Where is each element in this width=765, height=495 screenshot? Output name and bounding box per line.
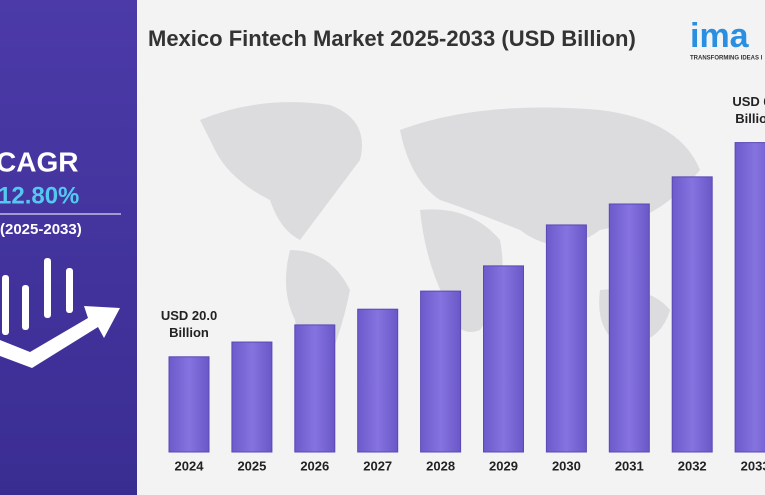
bar [168, 356, 210, 453]
x-tick-label: 2030 [552, 458, 581, 473]
bar [734, 142, 765, 453]
x-tick-label: 2024 [175, 458, 205, 473]
x-tick-label: 2027 [363, 458, 392, 473]
bar [357, 308, 399, 453]
logo-tagline: TRANSFORMING IDEAS I [690, 56, 763, 62]
sidebar [0, 0, 137, 495]
x-tick-label: 2032 [678, 458, 707, 473]
logo: ima [690, 17, 750, 55]
bar [294, 324, 336, 453]
chart-title: Mexico Fintech Market 2025-2033 (USD Bil… [148, 26, 636, 51]
bar [231, 341, 273, 453]
x-tick-label: 2025 [237, 458, 266, 473]
bar [483, 265, 524, 453]
cagr-period: (2025-2033) [0, 221, 82, 238]
x-tick-label: 2031 [615, 458, 644, 473]
growth-icon [0, 258, 120, 368]
x-tick-label: 2026 [300, 458, 329, 473]
cagr-label: CAGR [0, 146, 78, 177]
x-tick-label: 2028 [426, 458, 455, 473]
bar [545, 224, 587, 453]
cagr-value: 12.80% [0, 182, 79, 209]
x-tick-label: 2029 [489, 458, 518, 473]
value-label: USD 20.0 Billion [160, 307, 218, 340]
x-tick-label: 2033 [741, 458, 765, 473]
bar [608, 203, 650, 453]
bar [671, 176, 713, 453]
bar [420, 290, 462, 453]
value-label: USD 65 Billion [732, 93, 765, 126]
